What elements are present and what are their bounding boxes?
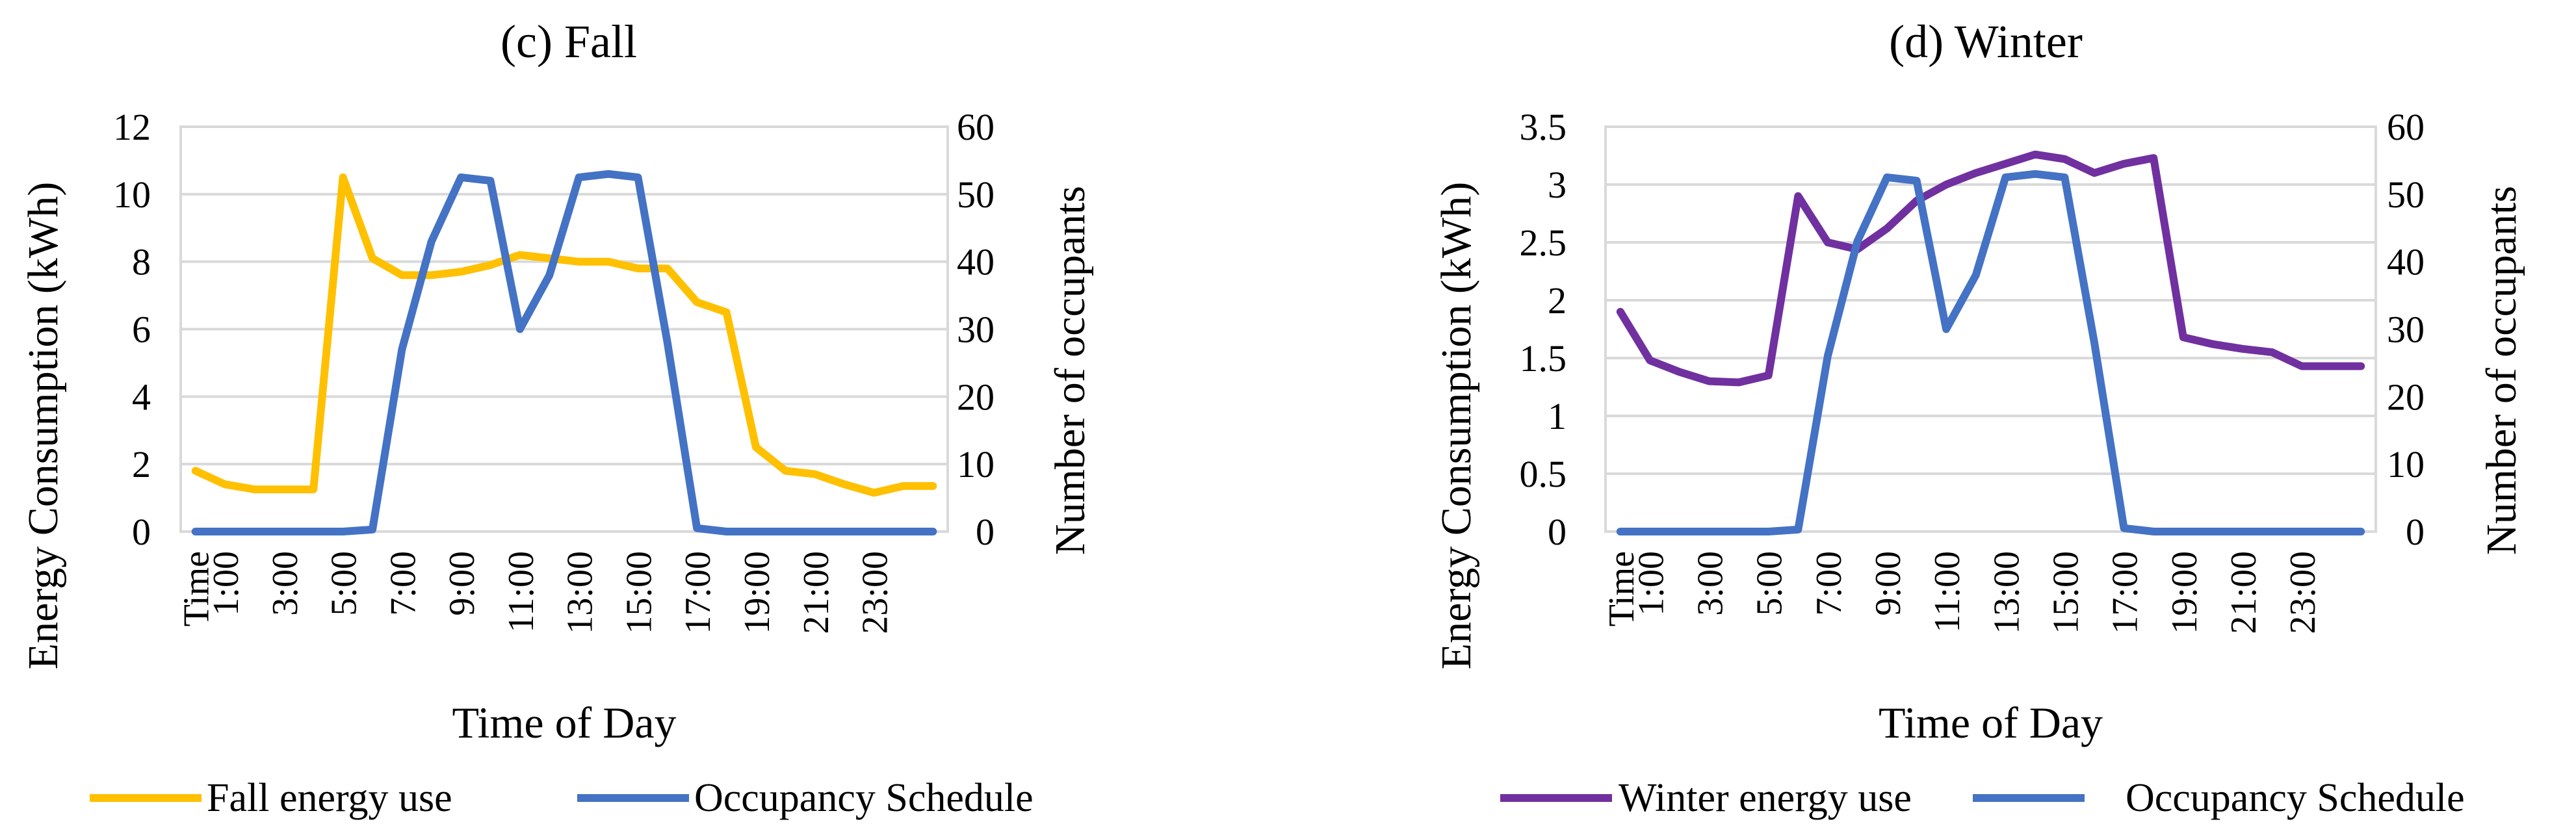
- fall-x-tick-label: 11:00: [501, 551, 541, 632]
- fall-x-tick-label: 21:00: [796, 551, 837, 634]
- winter-x-axis-title: Time of Day: [1879, 698, 2103, 747]
- winter-y-tick-label: 3: [1548, 164, 1567, 206]
- winter-x-tick-label: 21:00: [2224, 551, 2264, 634]
- fall-y2-tick-label: 40: [957, 241, 995, 283]
- fall-y-tick-label: 0: [132, 511, 151, 553]
- fall-y2-tick-label: 30: [957, 309, 995, 351]
- winter-y2-tick-label: 0: [2406, 511, 2425, 553]
- fall-x-tick-label: 23:00: [855, 551, 896, 634]
- fall-y2-tick-label: 10: [957, 443, 995, 485]
- fall-x-tick-label: 3:00: [265, 551, 306, 616]
- winter-y2-tick-label: 20: [2387, 376, 2425, 418]
- winter-plot-area: [1604, 125, 2377, 533]
- fall-y2-tick-label: 0: [976, 511, 995, 553]
- fall-legend-label-occupancy-schedule: Occupancy Schedule: [694, 776, 1034, 820]
- fall-x-tick-label: Time: [177, 551, 217, 626]
- chart-winter: (d) Winter 0 0.5 1 1.5 2 2.5 3 3.5 0 10 20 30 40 50 60 T…: [1433, 16, 2525, 820]
- fall-x-tick-label: 1:00: [206, 551, 246, 616]
- winter-x-tick-label: 17:00: [2105, 551, 2146, 634]
- fall-y-tick-label: 4: [132, 376, 151, 418]
- fall-y-tick-label: 6: [132, 309, 151, 351]
- fall-x-axis-title: Time of Day: [452, 698, 676, 747]
- winter-y-tick-label: 1.5: [1520, 337, 1567, 380]
- winter-x-tick-label: 19:00: [2165, 551, 2205, 634]
- winter-y2-tick-label: 30: [2387, 309, 2425, 351]
- winter-y2-tick-label: 50: [2387, 174, 2425, 216]
- winter-x-tick-label: 3:00: [1691, 551, 1731, 616]
- fall-y2-tick-label: 50: [957, 174, 995, 216]
- winter-x-tick-label: 1:00: [1631, 551, 1671, 616]
- winter-x-tick-label: 15:00: [2046, 551, 2086, 634]
- winter-y-tick-label: 0: [1548, 511, 1567, 553]
- winter-y2-tick-label: 10: [2387, 443, 2425, 485]
- winter-x-tick-label: 23:00: [2283, 551, 2323, 634]
- fall-x-tick-label: 13:00: [560, 551, 601, 634]
- fall-x-tick-label: 5:00: [324, 551, 365, 616]
- winter-legend-label-winter-energy-use: Winter energy use: [1619, 776, 1912, 820]
- winter-legend-label-occupancy-schedule: Occupancy Schedule: [2126, 776, 2465, 820]
- fall-y-tick-label: 2: [132, 443, 151, 485]
- fall-legend-label-fall-energy-use: Fall energy use: [207, 776, 452, 820]
- fall-x-tick-label: 9:00: [442, 551, 482, 616]
- fall-y-tick-label: 10: [113, 174, 151, 216]
- winter-y-tick-label: 1: [1548, 395, 1567, 437]
- winter-y-tick-label: 2: [1548, 279, 1567, 322]
- winter-x-tick-label: 7:00: [1809, 551, 1849, 616]
- fall-y2-tick-label: 20: [957, 376, 995, 418]
- winter-x-tick-label: 11:00: [1927, 551, 1968, 632]
- winter-y2-tick-label: 60: [2387, 106, 2425, 148]
- winter-x-tick-label: Time: [1602, 551, 1642, 626]
- fall-y2-tick-label: 60: [957, 106, 995, 148]
- winter-y-tick-label: 2.5: [1520, 222, 1567, 264]
- fall-y2-axis-title: Number of occupants: [1047, 186, 1094, 555]
- winter-x-tick-label: 13:00: [1986, 551, 2027, 634]
- winter-y-axis-title: Energy Consumption (kWh): [1433, 182, 1480, 669]
- winter-y-tick-label: 0.5: [1520, 453, 1567, 495]
- fall-y-tick-label: 12: [113, 106, 151, 148]
- fall-plot-area: [179, 125, 949, 533]
- fall-x-tick-label: 15:00: [619, 551, 659, 634]
- fall-series-fall-energy-use: [191, 173, 937, 497]
- fall-x-tick-label: 19:00: [737, 551, 777, 634]
- fall-series-occupancy-schedule: [191, 170, 937, 535]
- winter-y2-tick-label: 40: [2387, 241, 2425, 283]
- winter-x-tick-label: 5:00: [1750, 551, 1790, 616]
- fall-y-axis-title: Energy Consumption (kWh): [20, 182, 67, 669]
- winter-title: (d) Winter: [1889, 16, 2083, 68]
- fall-x-tick-label: 7:00: [383, 551, 423, 616]
- winter-y-tick-label: 3.5: [1520, 106, 1567, 148]
- fall-x-tick-label: 17:00: [678, 551, 718, 634]
- winter-series-winter-energy-use: [1616, 150, 2365, 387]
- fall-y-tick-label: 8: [132, 241, 151, 283]
- winter-x-tick-label: 9:00: [1868, 551, 1908, 616]
- winter-y2-axis-title: Number of occupants: [2478, 186, 2525, 555]
- winter-series-occupancy-schedule: [1616, 170, 2365, 535]
- fall-title: (c) Fall: [501, 16, 637, 68]
